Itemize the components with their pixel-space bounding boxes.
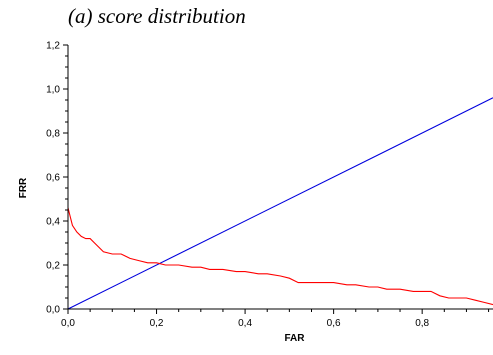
x-tick-label: 0,8	[415, 318, 429, 329]
ticks-layer: 0,0 0,2 0,4 0,6 0,8 1,0 1,2 0,0 0,2 0,4 0,6 0,8	[46, 41, 490, 329]
y-tick-label: 1,0	[46, 85, 60, 96]
y-tick-label: 0,0	[46, 305, 60, 316]
x-tick-label: 0,0	[61, 318, 75, 329]
y-tick-label: 1,2	[46, 41, 60, 52]
series-line-2	[67, 207, 493, 306]
x-tick-label: 0,6	[327, 318, 341, 329]
y-axis-title: FRR	[18, 177, 29, 198]
x-axis-title: FAR	[285, 333, 306, 344]
x-tick-label: 0,4	[238, 318, 252, 329]
y-tick-label: 0,6	[46, 173, 60, 184]
axes-layer	[67, 45, 493, 310]
y-tick-label: 0,2	[46, 261, 60, 272]
y-tick-label: 0,8	[46, 129, 60, 140]
series-line-1	[67, 97, 493, 310]
chart-caption: (a) score distribution	[68, 4, 246, 28]
y-tick-label: 0,4	[46, 217, 60, 228]
x-tick-label: 0,2	[150, 318, 164, 329]
series-layer	[67, 97, 493, 310]
